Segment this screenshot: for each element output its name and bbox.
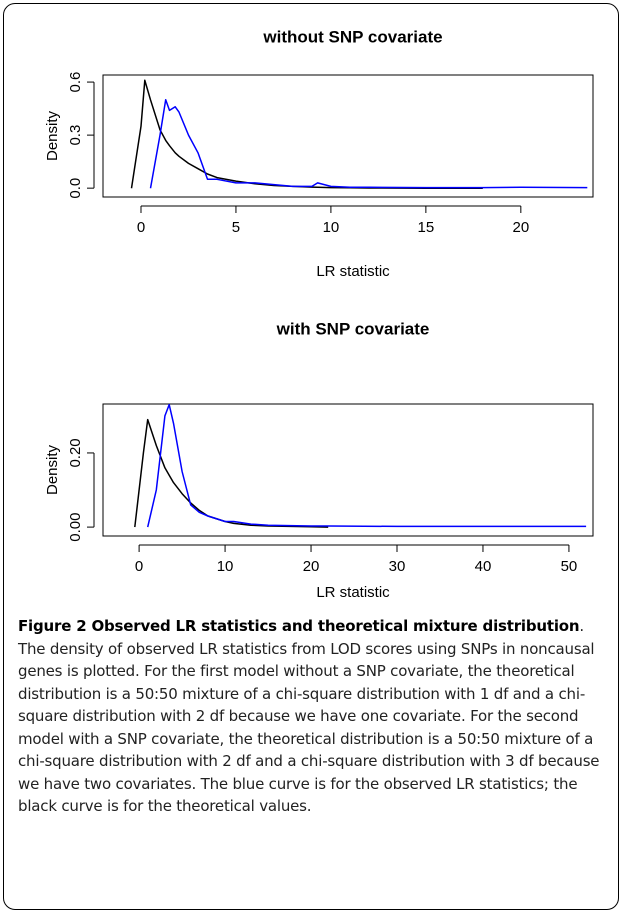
x-tick-label: 10: [323, 219, 340, 236]
y-axis-label: Density: [44, 110, 61, 161]
x-tick-label: 40: [475, 558, 492, 575]
y-tick-label: 0.6: [67, 72, 84, 93]
x-tick-label: 20: [512, 219, 529, 236]
y-tick-label: 0.3: [67, 125, 84, 146]
plot-box: [102, 74, 594, 198]
chart-title: with SNP covariate: [276, 319, 430, 338]
y-tick-label: 0.00: [67, 512, 84, 541]
chart-title: without SNP covariate: [262, 27, 442, 46]
x-tick-label: 5: [232, 219, 240, 236]
caption-title: Figure 2 Observed LR statistics and theo…: [18, 617, 580, 635]
density-curve: [146, 403, 587, 528]
plot-box: [102, 403, 594, 537]
x-tick-label: 0: [137, 219, 145, 236]
x-tick-label: 50: [561, 558, 578, 575]
y-axis-label: Density: [44, 444, 61, 495]
x-tick-label: 0: [135, 558, 143, 575]
x-tick-label: 10: [217, 558, 234, 575]
density-curve: [149, 99, 588, 189]
x-tick-label: 30: [389, 558, 406, 575]
x-axis-label: LR statistic: [316, 584, 390, 601]
density-curve: [134, 418, 329, 528]
x-tick-label: 20: [303, 558, 320, 575]
figure-frame: [3, 3, 619, 910]
y-tick-label: 0.20: [67, 438, 84, 467]
x-axis-label: LR statistic: [316, 263, 390, 280]
charts: without SNP covariate 0 5 10 15 20 LR statisti…: [44, 27, 594, 601]
density-curve: [130, 79, 483, 189]
caption: Figure 2 Observed LR statistics and theo…: [18, 615, 610, 818]
x-tick-label: 15: [418, 219, 435, 236]
y-tick-label: 0.0: [67, 178, 84, 199]
caption-text: . The density of observed LR statistics …: [18, 617, 600, 815]
